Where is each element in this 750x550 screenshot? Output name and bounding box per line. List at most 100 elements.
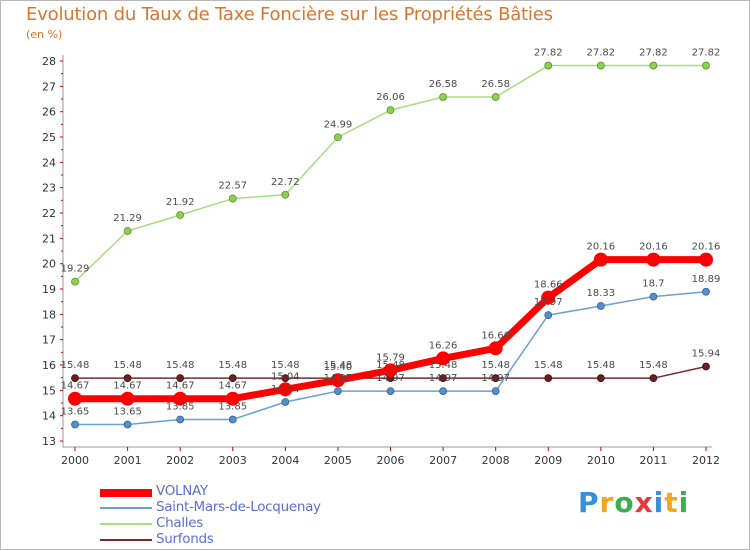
data-point [596,374,605,383]
legend-item-surfonds: Surfonds [100,531,420,548]
data-point [173,391,188,406]
data-label: 15.79 [376,352,405,363]
data-label: 18.89 [692,274,721,285]
data-label: 14.97 [376,373,405,384]
data-point [225,391,240,406]
legend: VOLNAY Saint-Mars-de-Locquenay Challes S… [100,483,420,548]
data-label: 15.48 [271,360,300,371]
data-label: 19.29 [61,264,90,275]
data-point [71,420,79,429]
data-label: 15.48 [376,360,405,371]
legend-item-saint-mars: Saint-Mars-de-Locquenay [100,499,420,516]
data-label: 20.16 [692,242,721,253]
data-label: 22.72 [271,177,300,188]
data-label: 18.7 [642,279,664,290]
proxiti-logo: Proxiti [578,486,689,519]
data-point [386,387,395,395]
logo-letter: i [653,486,665,519]
y-tick-label: 18 [42,308,56,321]
data-point [596,61,605,70]
x-tick-label: 2007 [429,454,457,467]
data-label: 16.66 [481,330,510,341]
legend-item-volnay: VOLNAY [100,483,420,500]
data-label: 14.67 [166,381,195,392]
data-point [71,374,79,383]
data-point [281,190,290,199]
x-tick-label: 2009 [534,454,562,467]
data-point [436,351,451,366]
y-tick-label: 24 [42,156,56,169]
data-label: 27.82 [534,48,563,59]
data-label: 13.65 [61,407,90,418]
data-label: 15.04 [271,371,300,382]
data-point [123,227,132,235]
data-point [176,374,185,383]
x-tick-label: 2012 [692,454,720,467]
legend-label: Surfonds [156,531,214,547]
data-point [491,374,500,383]
data-label: 15.48 [218,360,247,371]
x-tick-label: 2003 [219,454,247,467]
y-tick-label: 26 [42,106,56,119]
data-point [383,363,398,378]
data-point [123,420,132,429]
data-point [699,252,713,267]
y-tick-label: 19 [42,283,56,296]
data-label: 26.58 [429,79,458,90]
y-tick-label: 22 [42,207,56,220]
data-label: 24.99 [324,119,353,130]
data-label: 14.97 [324,373,353,384]
x-tick-label: 2002 [166,454,194,467]
data-label: 26.06 [376,92,405,103]
x-tick-label: 2005 [324,454,352,467]
legend-swatch [100,523,152,525]
data-label: 13.85 [166,401,195,412]
data-label: 22.57 [218,181,247,192]
legend-swatch [100,489,152,497]
data-label: 15.48 [113,360,142,371]
data-point [544,374,553,383]
legend-label: VOLNAY [156,483,208,499]
data-point [330,373,345,388]
logo-letter: P [578,486,600,519]
data-point [649,61,658,70]
logo-letter: r [599,486,615,519]
data-label: 15.94 [692,349,721,360]
data-label: 27.82 [587,48,616,59]
data-label: 15.48 [429,360,458,371]
data-point [334,387,342,395]
data-label: 21.29 [113,213,142,224]
data-point [439,93,447,101]
data-point [228,194,237,203]
data-point [541,290,556,305]
legend-label: Saint-Mars-de-Locquenay [156,499,321,515]
data-point [491,93,500,101]
data-label: 15.48 [61,360,90,371]
legend-item-challes: Challes [100,515,420,532]
y-tick-label: 16 [42,359,56,372]
x-tick-label: 2000 [61,454,89,467]
data-point [68,391,82,406]
data-label: 13.85 [218,401,247,412]
x-tick-label: 2010 [587,454,615,467]
data-point [176,415,185,424]
data-point [596,302,605,310]
data-point [281,398,290,406]
data-label: 21.92 [166,197,195,208]
x-tick-label: 2006 [377,454,405,467]
data-point [278,382,293,397]
y-tick-label: 14 [42,410,56,423]
data-point [439,387,447,395]
data-label: 14.97 [481,373,510,384]
legend-swatch [100,507,152,509]
data-point [649,292,658,301]
data-label: 15.48 [587,360,616,371]
legend-label: Challes [156,515,203,531]
y-unit-label: (en %) [26,28,63,41]
y-tick-label: 21 [42,232,56,245]
data-point [702,61,710,70]
data-point [544,311,553,319]
logo-letter: x [634,486,654,519]
data-label: 15.40 [324,362,353,373]
